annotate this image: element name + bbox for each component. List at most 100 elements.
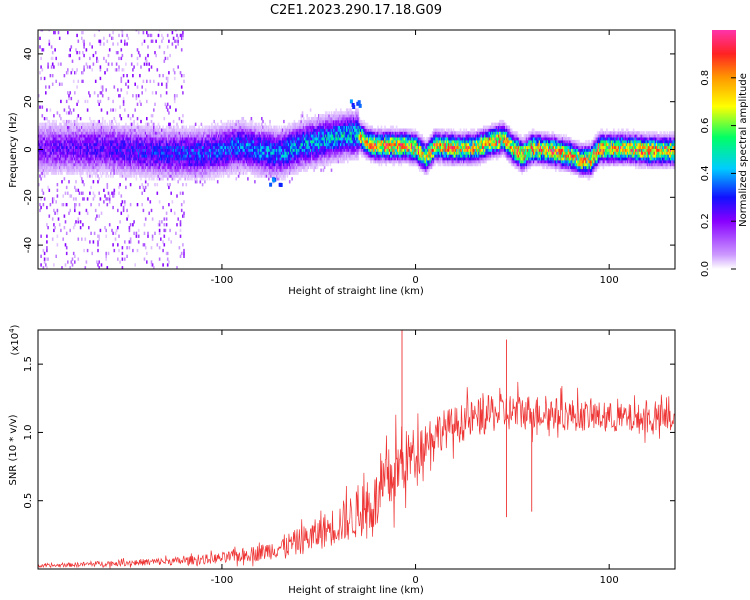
heatmap-cell bbox=[220, 168, 222, 172]
heatmap-cell bbox=[143, 134, 146, 138]
heatmap-cell bbox=[148, 142, 150, 147]
heatmap-cell bbox=[106, 151, 109, 155]
heatmap-cell bbox=[92, 125, 95, 129]
heatmap-cell bbox=[91, 128, 93, 132]
heatmap-cell bbox=[235, 145, 238, 149]
heatmap-cell bbox=[146, 160, 148, 164]
heatmap-cell bbox=[50, 125, 53, 129]
heatmap-cell bbox=[41, 157, 44, 161]
heatmap-cell bbox=[81, 237, 83, 241]
heatmap-cell bbox=[248, 154, 250, 158]
heatmap-cell bbox=[244, 160, 247, 164]
heatmap-cell bbox=[133, 139, 135, 144]
heatmap-cell bbox=[183, 214, 185, 218]
heatmap-cell bbox=[153, 174, 155, 178]
heatmap-cell bbox=[151, 142, 154, 147]
heatmap-cell bbox=[177, 165, 179, 170]
heatmap-cell bbox=[199, 168, 202, 172]
heatmap-cell bbox=[277, 165, 279, 170]
heatmap-cell bbox=[76, 165, 78, 170]
heatmap-cell bbox=[203, 168, 205, 172]
heatmap-cells bbox=[38, 30, 675, 269]
heatmap-cell bbox=[62, 162, 64, 167]
heatmap-cell bbox=[150, 134, 153, 138]
heatmap-cell bbox=[55, 134, 57, 138]
heatmap-cell bbox=[148, 68, 150, 72]
heatmap-cell bbox=[43, 137, 46, 141]
heatmap-cell bbox=[90, 119, 92, 124]
heatmap-cell bbox=[198, 154, 200, 158]
heatmap-cell bbox=[279, 142, 282, 147]
heatmap-cell bbox=[120, 139, 123, 144]
heatmap-cell bbox=[182, 214, 184, 218]
heatmap-cell bbox=[156, 139, 159, 144]
heatmap-cell bbox=[43, 128, 46, 132]
heatmap-cell bbox=[155, 145, 157, 149]
heatmap-cell bbox=[122, 148, 125, 152]
heatmap-cell bbox=[186, 151, 189, 155]
heatmap-cell bbox=[215, 148, 218, 152]
heatmap-cell bbox=[306, 114, 308, 118]
heatmap-cell bbox=[104, 160, 106, 164]
heatmap-cell bbox=[143, 154, 146, 158]
heatmap-cell bbox=[240, 125, 242, 129]
heatmap-cell bbox=[269, 151, 271, 155]
heatmap-cell bbox=[288, 139, 291, 144]
heatmap-cell bbox=[209, 128, 212, 132]
heatmap-cell bbox=[133, 137, 135, 141]
heatmap-cell bbox=[62, 194, 64, 198]
heatmap-cell bbox=[283, 145, 285, 149]
heatmap-cell bbox=[166, 79, 169, 83]
heatmap-cell bbox=[263, 154, 265, 158]
heatmap-cell bbox=[237, 137, 240, 141]
heatmap-cell bbox=[276, 162, 278, 167]
heatmap-cell bbox=[239, 125, 241, 129]
heatmap-cell bbox=[93, 168, 96, 172]
heatmap-cell bbox=[140, 165, 142, 170]
heatmap-cell bbox=[186, 157, 189, 161]
heatmap-cell bbox=[277, 134, 279, 138]
heatmap-cell bbox=[221, 134, 224, 138]
heatmap-cell bbox=[157, 154, 160, 158]
heatmap-cell bbox=[47, 160, 49, 164]
heatmap-cell bbox=[150, 128, 153, 132]
heatmap-cell bbox=[277, 139, 279, 144]
heatmap-cell bbox=[82, 137, 84, 141]
heatmap-cell bbox=[64, 148, 67, 152]
heatmap-cell bbox=[143, 160, 146, 164]
heatmap-cell bbox=[166, 263, 169, 267]
heatmap-cell bbox=[142, 145, 145, 149]
heatmap-cell bbox=[128, 165, 131, 170]
heatmap-cell bbox=[172, 174, 175, 178]
heatmap-cell bbox=[133, 65, 135, 69]
heatmap-cell bbox=[185, 168, 188, 172]
heatmap-cell bbox=[262, 171, 264, 175]
heatmap-cell bbox=[254, 139, 256, 144]
heatmap-cell bbox=[130, 131, 133, 135]
heatmap-cell bbox=[137, 125, 140, 129]
heatmap-cell bbox=[280, 142, 283, 147]
heatmap-cell bbox=[150, 139, 153, 144]
heatmap-cell bbox=[170, 145, 172, 149]
heatmap-cell bbox=[92, 160, 95, 164]
heatmap-cell bbox=[130, 145, 133, 149]
heatmap-cell bbox=[139, 165, 141, 170]
heatmap-cell bbox=[178, 128, 181, 132]
heatmap-cell bbox=[144, 137, 147, 141]
heatmap-cell bbox=[49, 154, 52, 158]
heatmap-cell bbox=[139, 168, 141, 172]
heatmap-cell bbox=[298, 160, 300, 164]
heatmap-cell bbox=[196, 168, 198, 172]
heatmap-cell bbox=[198, 137, 200, 141]
heatmap-cell bbox=[297, 122, 299, 126]
heatmap-cell bbox=[121, 168, 124, 172]
heatmap-cell bbox=[94, 151, 97, 155]
heatmap-cell bbox=[183, 125, 185, 129]
heatmap-cell bbox=[228, 148, 231, 152]
heatmap-cell bbox=[172, 145, 175, 149]
heatmap-cell bbox=[38, 134, 40, 138]
heatmap-cell bbox=[136, 62, 139, 66]
heatmap-cell bbox=[64, 131, 67, 135]
heatmap-cell bbox=[280, 154, 283, 158]
heatmap-cell bbox=[121, 200, 124, 204]
